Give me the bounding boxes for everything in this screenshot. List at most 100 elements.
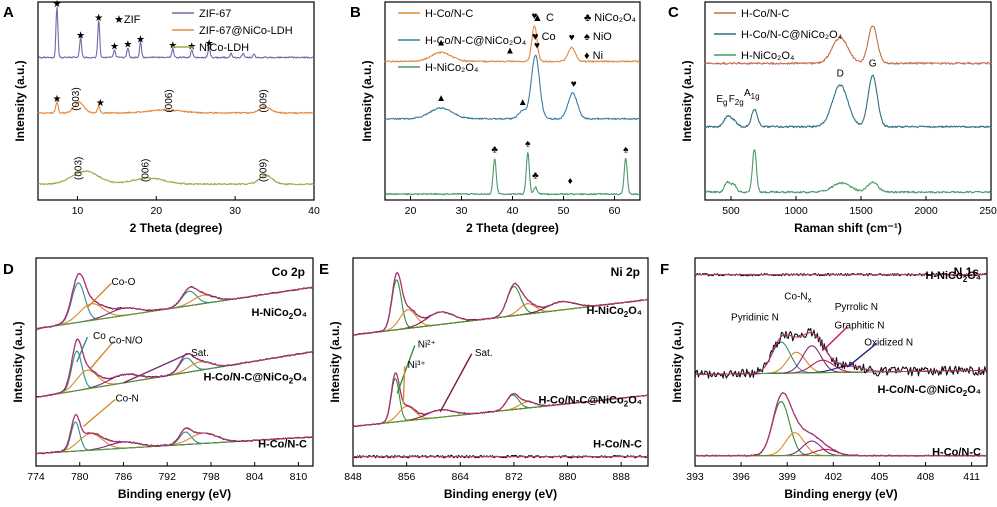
y-axis-label: Intensity (a.u.) bbox=[360, 60, 374, 141]
component-label: Ni³⁺ bbox=[408, 360, 426, 371]
legend-label-ldh: NiCo-LDH bbox=[199, 42, 249, 54]
peak-index-label: (006) bbox=[164, 89, 175, 112]
peak-marker: ★ bbox=[136, 35, 145, 46]
x-tick-label: 50 bbox=[558, 205, 570, 217]
annotation-leader bbox=[86, 282, 112, 309]
core-level-title: Co 2p bbox=[272, 265, 305, 279]
peak-marker: ★ bbox=[205, 39, 214, 50]
x-tick-label: 10 bbox=[72, 205, 84, 217]
symbol-legend-item: ▲ C bbox=[532, 12, 554, 24]
fit-envelope bbox=[35, 338, 314, 398]
panel-label-F: F bbox=[660, 261, 669, 278]
x-tick-label: 402 bbox=[825, 471, 843, 483]
x-tick-label: 864 bbox=[452, 471, 470, 483]
peak-marker: ★ bbox=[96, 98, 105, 109]
x-tick-label: 30 bbox=[229, 205, 241, 217]
peak-marker: ★ bbox=[110, 42, 119, 53]
band-label: F2g bbox=[729, 94, 744, 107]
x-tick-label: 880 bbox=[559, 471, 577, 483]
peak-marker: ♠ bbox=[525, 139, 531, 150]
y-axis-label: Intensity (a.u.) bbox=[11, 321, 25, 402]
x-axis-label: Binding energy (eV) bbox=[784, 487, 897, 501]
peak-marker: ★ bbox=[52, 94, 61, 105]
xps-raw-spectrum bbox=[352, 454, 649, 459]
x-tick-label: 888 bbox=[612, 471, 630, 483]
x-axis-label: Raman shift (cm⁻¹) bbox=[794, 221, 902, 235]
panel-c: 500 1000 1500 2000 2500 Raman shift (cm⁻¹) Int… bbox=[668, 1, 997, 235]
x-axis-label: 2 Theta (degree) bbox=[466, 221, 559, 235]
peak-marker: ★ bbox=[76, 31, 85, 42]
peak-index-label: (003) bbox=[71, 87, 82, 110]
fit-envelope bbox=[695, 332, 987, 376]
x-tick-label: 1000 bbox=[784, 205, 808, 217]
legend-label-hconnico: H-Co/N-C@NiCo₂O₄ bbox=[425, 35, 527, 47]
panel-f: 393 396 399 402 405 408 411 Binding energy (eV)… bbox=[660, 257, 988, 501]
x-tick-label: 872 bbox=[505, 471, 523, 483]
panel-label-B: B bbox=[350, 4, 361, 21]
peak-marker: ★ bbox=[52, 0, 61, 10]
xps-raw-spectrum bbox=[35, 338, 314, 398]
x-tick-label: 792 bbox=[158, 471, 176, 483]
spectrum-label: H-Co/N-C bbox=[932, 447, 981, 459]
component-label: Pyridinic N bbox=[731, 312, 779, 323]
series-line-zif bbox=[38, 6, 315, 59]
fit-envelope bbox=[36, 414, 313, 455]
peak-marker: ▲ bbox=[436, 38, 446, 49]
annotation-leader bbox=[848, 342, 878, 367]
series-line-hconnico bbox=[384, 54, 641, 121]
annotation-leader bbox=[402, 366, 406, 404]
plot-frame-E bbox=[352, 257, 649, 467]
x-tick-label: 40 bbox=[308, 205, 320, 217]
x-tick-label: 405 bbox=[871, 471, 889, 483]
peak-marker: ♥ bbox=[571, 79, 577, 90]
fit-envelope bbox=[695, 392, 987, 457]
x-tick-label: 40 bbox=[507, 205, 519, 217]
y-axis-label: Intensity (a.u.) bbox=[680, 60, 694, 141]
annotation-leader bbox=[90, 340, 115, 369]
legend-label-hcon: H-Co/N-C bbox=[741, 8, 789, 20]
peak-marker: ♥ bbox=[531, 11, 537, 22]
x-tick-label: 810 bbox=[290, 471, 308, 483]
x-tick-label: 408 bbox=[917, 471, 935, 483]
series-line-zifldh bbox=[37, 100, 315, 115]
x-tick-label: 786 bbox=[115, 471, 133, 483]
x-axis-label: 2 Theta (degree) bbox=[130, 221, 223, 235]
x-axis-label: Binding energy (eV) bbox=[444, 487, 557, 501]
fit-envelope bbox=[35, 272, 314, 330]
panel-b: 20 30 40 50 60 2 Theta (degree) Intensity (a.u… bbox=[350, 1, 641, 235]
panel-label-A: A bbox=[3, 4, 14, 21]
peak-index-label: (006) bbox=[140, 159, 151, 182]
x-tick-label: 2500 bbox=[979, 205, 997, 217]
y-axis-label: Intensity (a.u.) bbox=[13, 60, 27, 141]
component-label: Sat. bbox=[191, 348, 209, 359]
annotation-leader bbox=[396, 345, 416, 394]
symbol-legend-item: ♦ Ni bbox=[584, 50, 603, 62]
spectrum-label: H-NiCo2O₄ bbox=[586, 305, 642, 319]
xps-raw-spectrum bbox=[694, 272, 988, 277]
peak-marker: ▲ bbox=[436, 93, 446, 104]
spectrum-label: H-Co/N-C bbox=[593, 438, 642, 450]
component-label: Co bbox=[93, 331, 106, 342]
symbol-legend-item: ♣ NiCo₂O₄ bbox=[584, 12, 637, 24]
plot-frame-F bbox=[694, 257, 988, 467]
peak-marker: ★ bbox=[123, 40, 132, 51]
xps-raw-spectrum bbox=[35, 273, 314, 330]
spectrum-label: H-Co/N-C@NiCo2O₄ bbox=[203, 372, 307, 386]
x-tick-label: 396 bbox=[732, 471, 750, 483]
y-axis-label: Intensity (a.u.) bbox=[328, 321, 342, 402]
band-label: A1g bbox=[744, 88, 760, 101]
x-tick-label: 848 bbox=[344, 471, 362, 483]
legend-label-hnico: H-NiCo₂O₄ bbox=[425, 62, 479, 74]
spectrum-label: H-Co/N-C@NiCo2O₄ bbox=[877, 384, 981, 398]
peak-marker: ♥ bbox=[569, 33, 575, 44]
peak-marker: ★ bbox=[168, 41, 177, 52]
x-tick-label: 393 bbox=[686, 471, 704, 483]
x-tick-label: 798 bbox=[202, 471, 220, 483]
plot-frame-C bbox=[704, 1, 992, 201]
legend-label-zifldh: ZIF-67@NiCo-LDH bbox=[199, 25, 293, 37]
peak-marker: ★ bbox=[94, 13, 103, 24]
plot-frame-A bbox=[37, 1, 315, 201]
legend-label-zif: ZIF-67 bbox=[199, 8, 231, 20]
peak-marker: ♣ bbox=[491, 145, 498, 156]
annotation-leader bbox=[123, 353, 189, 384]
